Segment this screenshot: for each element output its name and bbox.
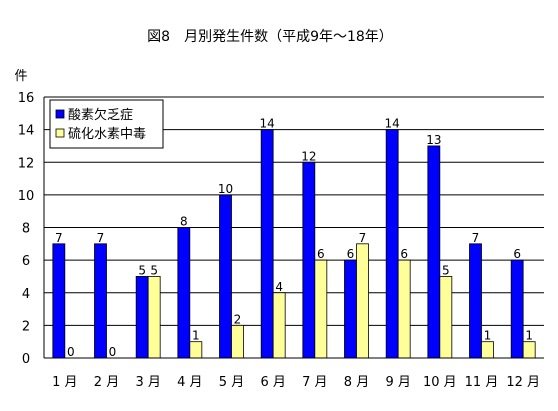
bar xyxy=(522,341,536,359)
y-axis-ticks: 0 2 4 6 8 10 12 14 16 xyxy=(18,91,35,367)
data-label: 5 xyxy=(150,263,158,277)
data-label: 1 xyxy=(192,329,200,343)
legend-swatch xyxy=(55,109,65,119)
bar xyxy=(481,341,494,359)
bar xyxy=(177,227,191,359)
legend-label: 硫化水素中毒 xyxy=(68,127,146,142)
bar xyxy=(397,259,411,359)
x-category-label: 2 月 xyxy=(94,375,119,390)
data-label: 14 xyxy=(260,117,275,131)
bar xyxy=(147,276,161,359)
x-category-label: 5 月 xyxy=(219,375,244,390)
bar xyxy=(314,259,328,359)
x-category-label: 11 月 xyxy=(465,375,499,390)
y-tick-label: 14 xyxy=(18,124,35,139)
legend-swatch xyxy=(55,128,65,138)
data-label: 7 xyxy=(472,231,480,245)
data-label: 0 xyxy=(67,345,75,359)
y-tick-label: 4 xyxy=(22,287,30,302)
y-tick-label: 10 xyxy=(18,189,35,204)
x-axis-categories: 1 月 2 月 3 月 4 月 5 月 6 月 7 月 8 月 9 月 10 月 11 月 12 月 xyxy=(52,375,540,390)
data-label: 12 xyxy=(301,149,316,163)
x-category-label: 7 月 xyxy=(302,375,327,390)
bar xyxy=(219,194,232,359)
bar xyxy=(510,259,524,359)
x-category-label: 8 月 xyxy=(344,375,369,390)
bar xyxy=(439,276,453,359)
bar xyxy=(52,243,66,359)
data-label: 1 xyxy=(525,329,533,343)
x-category-label: 6 月 xyxy=(260,375,285,390)
bar xyxy=(356,243,369,359)
bar xyxy=(189,341,203,359)
bar xyxy=(135,276,149,359)
data-label: 7 xyxy=(55,231,63,245)
data-label: 6 xyxy=(317,247,325,261)
y-tick-label: 6 xyxy=(22,254,30,269)
axes xyxy=(43,97,544,359)
data-label: 5 xyxy=(442,263,450,277)
y-tick-label: 12 xyxy=(18,156,35,171)
bar xyxy=(469,243,482,359)
data-label: 10 xyxy=(218,182,233,196)
data-label: 7 xyxy=(97,231,105,245)
y-tick-label: 16 xyxy=(18,91,35,106)
data-label: 2 xyxy=(234,312,242,326)
data-label: 13 xyxy=(426,133,441,147)
bar xyxy=(302,161,316,359)
data-label: 7 xyxy=(359,231,367,245)
data-label: 5 xyxy=(138,263,146,277)
bar xyxy=(344,259,357,359)
data-label: 6 xyxy=(400,247,408,261)
bars xyxy=(52,129,536,359)
data-label: 6 xyxy=(347,247,355,261)
bar xyxy=(427,145,441,359)
bar xyxy=(94,243,107,359)
y-axis-label: 件 xyxy=(14,69,27,84)
data-label: 4 xyxy=(275,280,283,294)
data-label: 0 xyxy=(109,345,117,359)
y-tick-label: 0 xyxy=(22,352,30,367)
x-category-label: 10 月 xyxy=(423,375,457,390)
data-label: 14 xyxy=(385,117,400,131)
data-label: 8 xyxy=(180,215,188,229)
bar xyxy=(272,292,286,359)
chart-title: 図8 月別発生件数（平成9年～18年） xyxy=(147,29,393,45)
legend-label: 酸素欠乏症 xyxy=(68,107,133,123)
x-category-label: 12 月 xyxy=(506,375,540,390)
y-tick-label: 8 xyxy=(22,222,30,237)
x-category-label: 1 月 xyxy=(52,375,77,390)
bar xyxy=(385,129,399,359)
bar xyxy=(231,324,244,359)
legend-box xyxy=(49,99,164,149)
x-category-label: 4 月 xyxy=(177,375,202,390)
data-label: 1 xyxy=(484,329,492,343)
x-category-label: 9 月 xyxy=(385,375,410,390)
x-category-label: 3 月 xyxy=(135,375,160,390)
y-tick-label: 2 xyxy=(22,319,30,334)
bar xyxy=(260,129,274,359)
data-label: 6 xyxy=(513,247,521,261)
